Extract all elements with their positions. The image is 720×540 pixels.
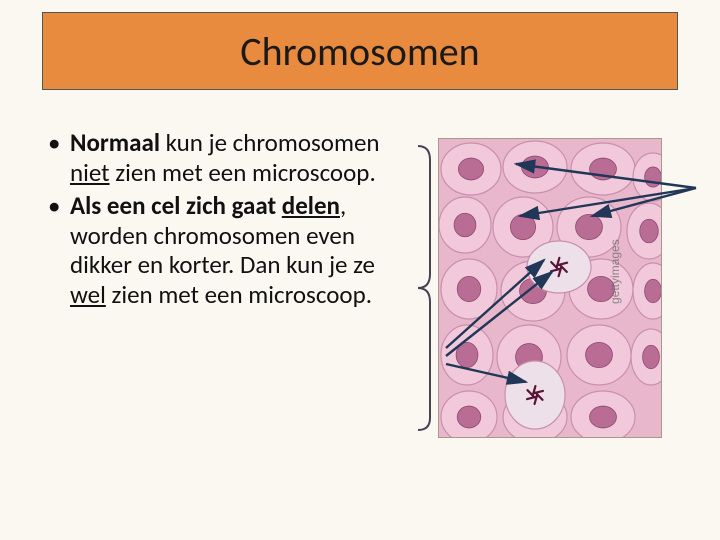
title-text: Chromosomen xyxy=(240,27,479,76)
microscopy-figure: gettyimages xyxy=(438,138,662,438)
b1-t2: zien met een microscoop. xyxy=(110,157,376,188)
b2-u1: delen xyxy=(282,190,340,221)
b2-u2: wel xyxy=(70,279,106,310)
b1-u1: niet xyxy=(70,157,110,188)
b1-bold: Normaal xyxy=(70,127,160,158)
title-banner: Chromosomen xyxy=(42,12,678,90)
svg-text:gettyimages: gettyimages xyxy=(608,239,622,304)
b1-t1: kun je chromosomen xyxy=(160,127,380,158)
bullet-list: Normaal kun je chromosomen niet zien met… xyxy=(44,128,412,313)
bracket-icon xyxy=(416,142,436,434)
bullet-2: Als een cel zich gaat delen, worden chro… xyxy=(44,191,412,309)
b2-bold: Als een cel zich gaat xyxy=(70,190,282,221)
bullet-1: Normaal kun je chromosomen niet zien met… xyxy=(44,128,412,187)
b2-t2: zien met een microscoop. xyxy=(106,279,372,310)
